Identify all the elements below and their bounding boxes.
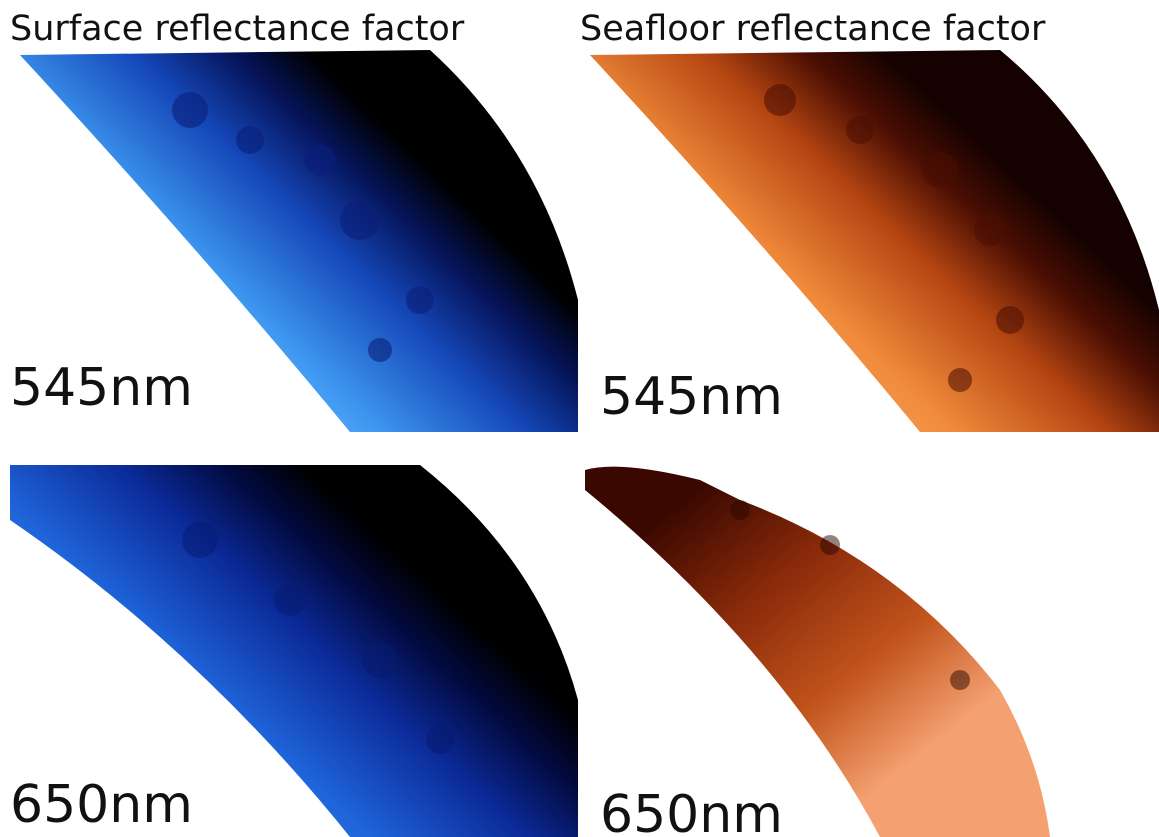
panel-label: 650nm xyxy=(600,785,783,837)
panel-seafloor-650 xyxy=(585,467,1050,837)
panel-label: 545nm xyxy=(10,358,193,418)
panel-label: 650nm xyxy=(10,775,193,835)
column-title: Surface reflectance factor xyxy=(10,9,465,49)
panel-label: 545nm xyxy=(600,367,783,427)
figure: Surface reflectance factor Seafloor refl… xyxy=(0,0,1159,837)
column-title: Seafloor reflectance factor xyxy=(580,9,1046,49)
